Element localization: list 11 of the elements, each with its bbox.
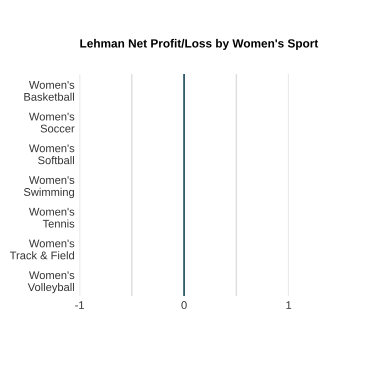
x-tick-label: -1	[75, 301, 84, 309]
y-tick-label: Women's Softball	[28, 144, 74, 164]
x-tick-label: 0	[181, 301, 187, 310]
y-tick-label: Women's Track & Field	[10, 240, 74, 260]
y-tick-label: Women's Basketball	[24, 81, 74, 101]
y-tick-label: Women's Tennis	[28, 208, 74, 228]
x-tick-label: 1	[286, 301, 292, 309]
chart-title: Lehman Net Profit/Loss by Women's Sport	[80, 38, 318, 50]
y-tick-label: Women's Soccer	[28, 112, 75, 132]
y-tick-label: Women's Swimming	[24, 176, 74, 198]
y-tick-label: Women's Volleyball	[28, 271, 74, 294]
